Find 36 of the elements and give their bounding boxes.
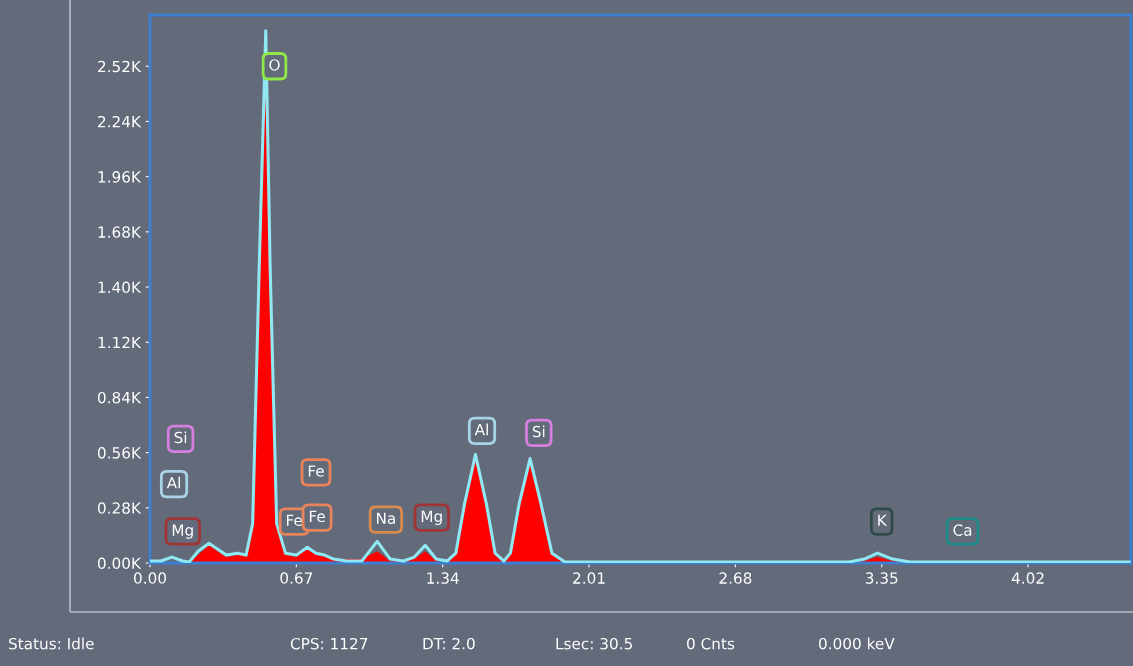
- y-tick-label: 0.84K: [97, 391, 142, 404]
- x-tick-label: 2.01: [573, 572, 605, 584]
- y-tick-label: 1.68K: [98, 226, 142, 238]
- annotation: K: [878, 514, 888, 526]
- text: DT: 2.0: [423, 637, 475, 650]
- annotation: O: [269, 59, 280, 71]
- y-tick-label: 2.52K: [98, 60, 142, 73]
- annotation: Si: [174, 431, 187, 444]
- annotation: Ca: [953, 524, 972, 536]
- x-tick-label: 1.34: [427, 572, 459, 584]
- y-tick-label: 1.12K: [98, 336, 142, 349]
- annotation: Fe: [309, 510, 325, 523]
- text: 0 Cnts: [687, 637, 735, 650]
- y-tick-label: 0.56K: [97, 447, 142, 459]
- text: Status: Idle: [9, 637, 94, 650]
- y-tick-label: 0.28K: [97, 502, 142, 514]
- text: CPS: 1127: [290, 637, 368, 650]
- annotation: Mg: [172, 524, 193, 539]
- annotation: Fe: [286, 514, 303, 527]
- annotation: Mg: [421, 510, 442, 526]
- y-tick-label: 1.96K: [98, 171, 142, 183]
- annotation: Al: [474, 423, 488, 436]
- y-tick-label: 0.00K: [97, 557, 142, 570]
- text: Lsec: 30.5: [556, 637, 632, 650]
- y-tick-label: 2.24K: [98, 115, 142, 128]
- x-tick-label: 3.35: [865, 572, 898, 584]
- text: 0.000 keV: [819, 637, 895, 650]
- annotation: Si: [532, 425, 545, 438]
- y-tick-label: 1.40K: [98, 281, 142, 294]
- x-tick-label: 2.68: [719, 572, 752, 584]
- x-tick-label: 4.02: [1011, 572, 1044, 584]
- x-tick-label: 0.67: [280, 572, 313, 584]
- x-tick-label: 0.00: [134, 572, 166, 584]
- annotation: Fe: [308, 465, 324, 477]
- annotation: Na: [377, 512, 395, 525]
- annotation: Al: [166, 476, 180, 489]
